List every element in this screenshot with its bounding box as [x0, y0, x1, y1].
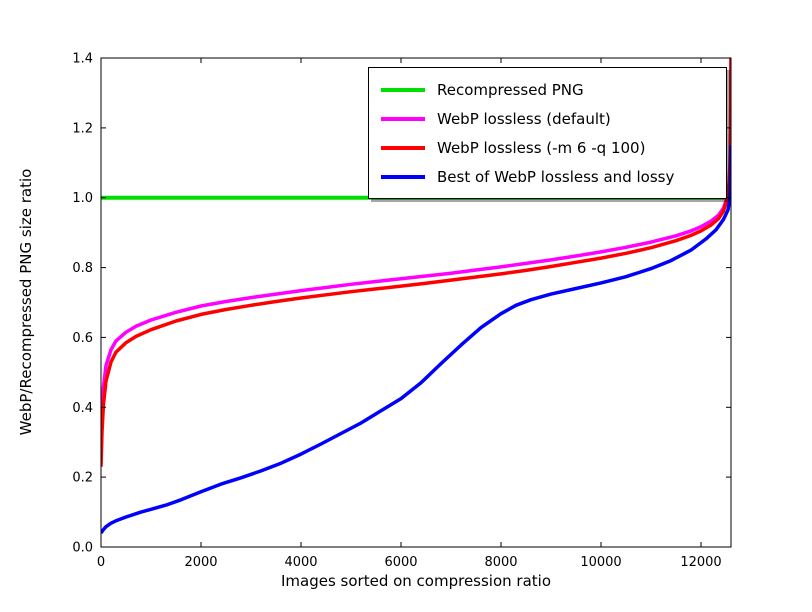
series-webp-lossless-default — [101, 58, 731, 443]
y-axis-label: WebP/Recompressed PNG size ratio — [17, 168, 35, 436]
x-tick-label: 8000 — [484, 555, 517, 570]
legend-line-swatch — [381, 174, 425, 179]
legend-entry-label: Recompressed PNG — [437, 80, 584, 99]
y-tick-label: 1.0 — [72, 191, 93, 206]
legend-entry: Recompressed PNG — [379, 75, 716, 104]
legend-entry-label: WebP lossless (default) — [437, 109, 611, 128]
y-tick-label: 0.6 — [72, 331, 93, 346]
legend-entry-label: WebP lossless (-m 6 -q 100) — [437, 138, 646, 157]
y-tick-label: 0.8 — [72, 261, 93, 276]
legend-entry: WebP lossless (-m 6 -q 100) — [379, 133, 716, 162]
y-tick-label: 0.4 — [72, 401, 93, 416]
x-tick-label: 0 — [97, 555, 105, 570]
y-tick-label: 1.4 — [72, 52, 93, 67]
y-tick-label: 0.2 — [72, 471, 93, 486]
legend-entry: WebP lossless (default) — [379, 104, 716, 133]
legend-line-swatch — [381, 116, 425, 121]
y-tick-label: 1.2 — [72, 121, 93, 136]
x-axis-label: Images sorted on compression ratio — [280, 572, 552, 590]
legend: Recompressed PNG WebP lossless (default) W… — [368, 67, 727, 199]
legend-entry: Best of WebP lossless and lossy — [379, 162, 716, 191]
x-tick-label: 4000 — [284, 555, 317, 570]
series-best-of-webp-lossless-and-lossy — [101, 145, 731, 535]
legend-line-swatch — [381, 87, 425, 92]
legend-entry-label: Best of WebP lossless and lossy — [437, 167, 675, 186]
x-tick-label: 2000 — [184, 555, 217, 570]
x-tick-label: 12000 — [680, 555, 721, 570]
y-tick-label: 0.0 — [72, 541, 93, 556]
x-tick-label: 6000 — [384, 555, 417, 570]
plot-frame — [100, 57, 732, 548]
legend-line-swatch — [381, 145, 425, 150]
x-tick-label: 10000 — [580, 555, 621, 570]
series-webp-lossless-m6-q100 — [101, 58, 731, 467]
